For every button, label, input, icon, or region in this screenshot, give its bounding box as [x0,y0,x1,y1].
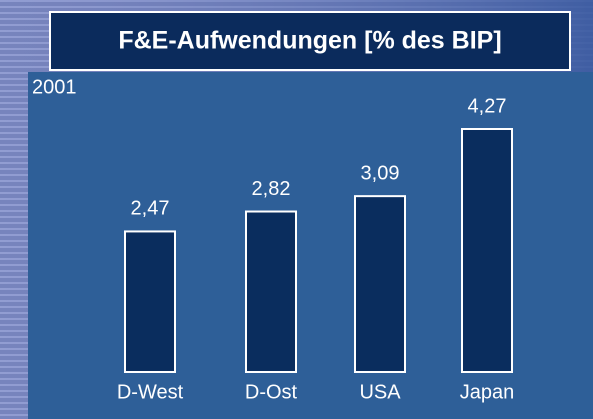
bar [124,230,176,373]
x-tick-label: D-Ost [245,381,298,403]
x-tick-label: D-West [117,381,184,403]
x-tick-label: Japan [460,381,515,403]
value-label: 2,82 [252,178,291,200]
x-tick-label: USA [359,381,401,403]
bar [354,195,406,373]
value-label: 3,09 [361,162,400,184]
subtitle: 2001 [32,76,77,98]
title-box [49,11,571,71]
value-label: 2,47 [131,198,170,220]
bar [245,210,297,373]
chart-title: F&E-Aufwendungen [% des BIP] [118,27,501,55]
value-label: 4,27 [468,95,507,117]
bar [461,128,513,373]
